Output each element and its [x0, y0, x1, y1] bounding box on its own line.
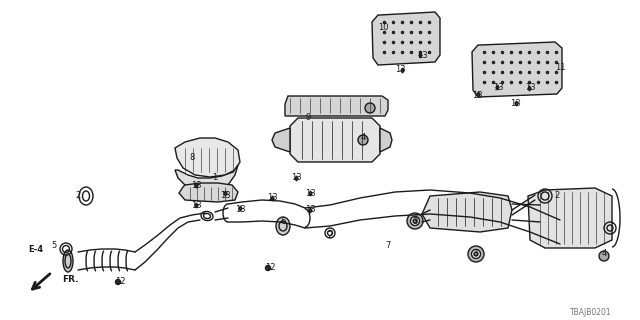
Ellipse shape — [599, 251, 609, 261]
Text: 10: 10 — [378, 23, 388, 33]
Text: 4: 4 — [360, 133, 365, 142]
Text: 13: 13 — [525, 84, 535, 92]
Ellipse shape — [407, 213, 423, 229]
Text: 13: 13 — [191, 201, 202, 210]
Polygon shape — [290, 118, 380, 162]
Text: 8: 8 — [189, 154, 195, 163]
Polygon shape — [179, 183, 238, 202]
Ellipse shape — [115, 279, 120, 284]
Ellipse shape — [474, 252, 478, 256]
Text: 13: 13 — [509, 99, 520, 108]
Text: 11: 11 — [555, 63, 565, 73]
Ellipse shape — [413, 219, 417, 223]
Text: 13: 13 — [472, 91, 483, 100]
Polygon shape — [472, 42, 562, 97]
Text: 13: 13 — [305, 205, 316, 214]
Text: TBAJB0201: TBAJB0201 — [570, 308, 612, 317]
Text: 13: 13 — [395, 66, 405, 75]
Text: 13: 13 — [493, 84, 503, 92]
Text: 13: 13 — [220, 190, 230, 199]
Text: 5: 5 — [51, 241, 56, 250]
Text: 13: 13 — [291, 173, 301, 182]
Polygon shape — [422, 192, 512, 232]
Ellipse shape — [276, 217, 290, 235]
Polygon shape — [285, 96, 388, 116]
Text: FR.: FR. — [62, 276, 79, 284]
Ellipse shape — [410, 217, 419, 226]
Text: 6: 6 — [280, 218, 285, 227]
Ellipse shape — [472, 250, 481, 259]
Polygon shape — [380, 128, 392, 152]
Text: 13: 13 — [305, 188, 316, 197]
Polygon shape — [528, 188, 612, 248]
Text: 2: 2 — [328, 231, 333, 241]
Polygon shape — [272, 128, 290, 152]
Text: E-4: E-4 — [28, 244, 43, 253]
Text: 4: 4 — [602, 250, 607, 259]
Ellipse shape — [468, 246, 484, 262]
Text: 2: 2 — [554, 190, 559, 199]
Text: 12: 12 — [265, 263, 275, 273]
Ellipse shape — [358, 135, 368, 145]
Text: 13: 13 — [235, 205, 245, 214]
Text: 12: 12 — [115, 277, 125, 286]
Ellipse shape — [63, 250, 73, 272]
Ellipse shape — [266, 266, 271, 270]
Text: 3: 3 — [472, 250, 477, 259]
Text: 13: 13 — [191, 180, 202, 189]
Text: 7: 7 — [385, 241, 390, 250]
Text: 13: 13 — [417, 51, 428, 60]
Text: 3: 3 — [412, 218, 418, 227]
Text: 9: 9 — [305, 114, 310, 123]
Polygon shape — [175, 138, 240, 177]
Text: 1: 1 — [212, 173, 218, 182]
Text: 13: 13 — [267, 194, 277, 203]
Polygon shape — [175, 165, 238, 190]
Text: 2: 2 — [76, 191, 81, 201]
Ellipse shape — [365, 103, 375, 113]
Polygon shape — [372, 12, 440, 65]
